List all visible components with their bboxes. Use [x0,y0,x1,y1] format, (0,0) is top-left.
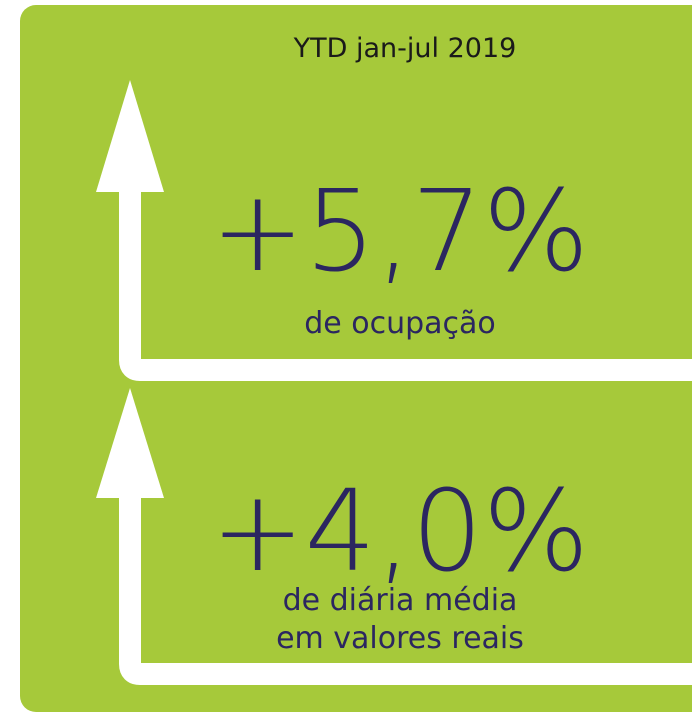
metric-caption: em valores reais [276,621,524,656]
arrow-head [96,388,164,498]
arrow-line [119,490,692,685]
title: YTD jan-jul 2019 [293,33,517,64]
arrow-head [96,80,164,192]
panel [20,5,692,712]
metric-caption: de diária média [283,583,518,618]
arrow-line [119,185,692,381]
metric-value: +5,7% [211,167,589,297]
metric-value: +4,0% [211,467,589,597]
metric-caption: de ocupação [304,306,496,341]
